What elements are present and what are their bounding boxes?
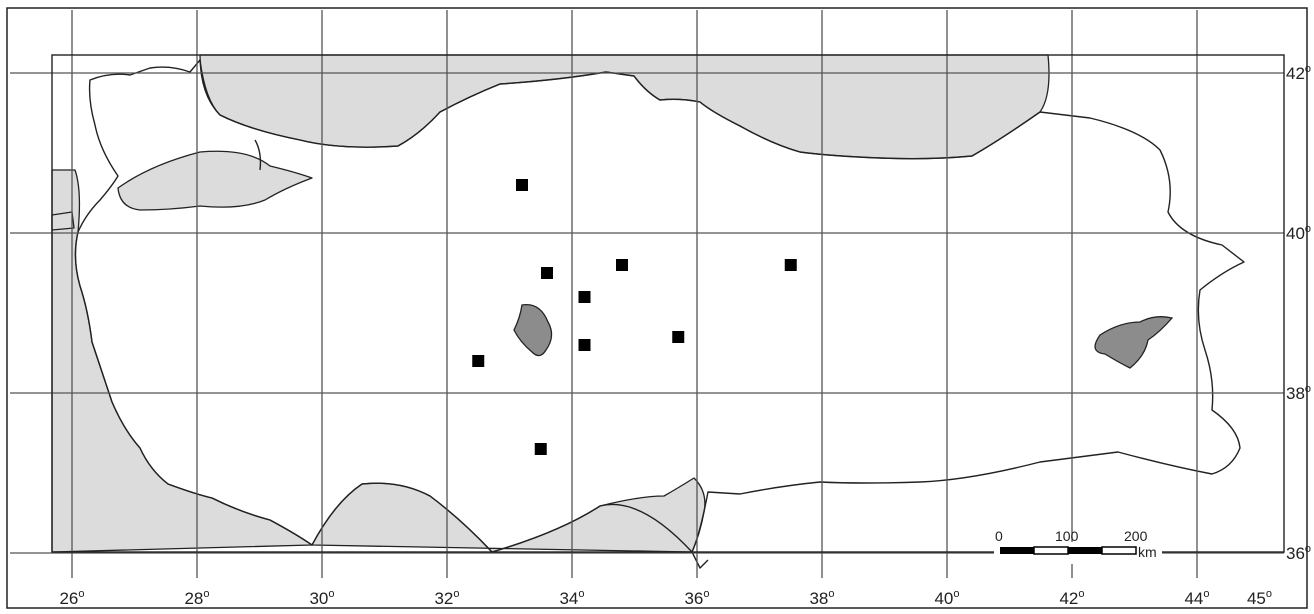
lake-tuz <box>513 303 553 357</box>
latitude-label-40: 40o <box>1286 223 1311 243</box>
occurrence-point-8 <box>472 355 485 367</box>
latitude-label-36: 36o <box>1286 543 1311 563</box>
land-outline <box>74 59 1245 569</box>
east-border-south <box>691 551 709 569</box>
occurrence-point-9 <box>534 443 547 455</box>
northwest-sea-patch <box>51 211 75 231</box>
lake-van <box>1094 316 1174 369</box>
longitude-label-28: 28o <box>184 588 209 608</box>
longitude-label-38: 38o <box>809 588 834 608</box>
scale-segment-1 <box>1000 547 1034 554</box>
longitude-label-40: 40o <box>934 588 959 608</box>
marmara-isthmus <box>254 139 262 171</box>
occurrence-point-7 <box>672 331 685 343</box>
longitude-label-30: 30o <box>309 588 334 608</box>
latitude-label-42: 42o <box>1286 63 1311 83</box>
longitude-label-44: 44o <box>1184 588 1209 608</box>
occurrence-point-5 <box>578 291 591 303</box>
longitude-label-32: 32o <box>434 588 459 608</box>
longitude-label-42: 42o <box>1059 588 1084 608</box>
scale-segment-3 <box>1068 547 1102 554</box>
scale-segment-4 <box>1101 546 1137 555</box>
map-inner-border <box>51 54 1285 553</box>
longitude-label-45: 45o <box>1247 588 1272 608</box>
occurrence-point-3 <box>616 259 628 271</box>
longitude-label-26: 26o <box>59 588 84 608</box>
scale-unit: km <box>1138 544 1157 560</box>
scale-label-200: 200 <box>1124 528 1148 544</box>
occurrence-point-2 <box>541 267 553 279</box>
latitude-label-38: 38o <box>1286 383 1311 403</box>
occurrence-point-6 <box>578 339 591 351</box>
turkey-coastline <box>74 59 1245 553</box>
graticule <box>10 10 1285 578</box>
longitude-label-36: 36o <box>684 588 709 608</box>
lakes <box>513 303 1174 369</box>
longitude-label-34: 34o <box>559 588 584 608</box>
scale-segment-2 <box>1033 546 1069 555</box>
occurrence-points <box>472 179 797 455</box>
scale-label-0: 0 <box>995 528 1003 544</box>
scale-label-100: 100 <box>1055 528 1079 544</box>
occurrence-point-1 <box>516 179 528 191</box>
map-frame <box>6 7 1308 609</box>
tick-labels: 26o 28o 30o 32o 34o 36o 38o 40o 42o 44o 45o 36o 38o 4… <box>59 63 1311 608</box>
occurrence-point-4 <box>784 259 797 271</box>
scale-bar: 0 100 200 km <box>994 528 1162 564</box>
sea-of-marmara <box>117 150 313 211</box>
